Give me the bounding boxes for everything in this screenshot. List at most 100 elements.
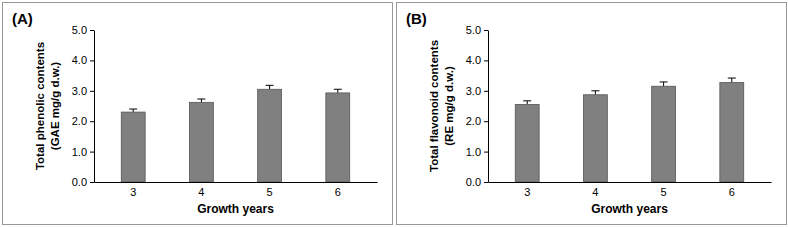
y-axis-title: Total phenolic contents: [34, 42, 46, 170]
y-axis-line: [94, 31, 95, 183]
x-tick: 6: [335, 182, 341, 198]
y-tick-label: 5.0: [72, 24, 87, 36]
error-bar: [129, 109, 137, 112]
x-tick-label: 4: [198, 186, 204, 198]
x-axis-line: [95, 182, 378, 183]
y-tick-mark: [90, 121, 94, 122]
plot-area: [515, 78, 743, 182]
y-tick: 3.0: [72, 85, 94, 97]
y-axis-title: (RE mg/g d.w.): [443, 66, 455, 146]
panel-border: [397, 3, 787, 225]
error-bar: [591, 91, 599, 95]
y-tick-label: 5.0: [466, 24, 481, 36]
x-tick-label: 5: [661, 186, 667, 198]
y-tick-mark: [90, 91, 94, 92]
y-tick: 4.0: [466, 54, 488, 66]
error-cap: [197, 99, 205, 100]
x-tick: 3: [130, 182, 136, 198]
error-bar: [523, 101, 531, 105]
y-tick: 5.0: [466, 24, 488, 36]
error-bar: [334, 89, 342, 93]
x-tick: 4: [198, 182, 204, 198]
y-tick-label: 4.0: [72, 54, 87, 66]
y-tick-mark: [90, 182, 94, 183]
error-stem: [663, 82, 664, 86]
bar: [326, 93, 350, 182]
y-tick-label: 0.0: [72, 176, 87, 188]
plot-area: [121, 85, 349, 182]
bar: [652, 86, 676, 182]
y-axis: 0.0 1.0 2.0 3.0 4.0 5.0: [466, 24, 489, 188]
y-tick: 0.0: [72, 176, 94, 188]
error-stem: [731, 78, 732, 83]
panel-label: (A): [12, 10, 33, 27]
y-tick-label: 1.0: [466, 146, 481, 158]
x-tick: 6: [729, 182, 735, 198]
y-tick: 4.0: [72, 54, 94, 66]
panel: (B) 0.0 1.0 2.0 3.0 4.0 5.0 3 4 5 6 Growth years Tot…: [397, 3, 787, 225]
y-tick-mark: [90, 60, 94, 61]
x-tick: 4: [592, 182, 598, 198]
y-tick: 5.0: [72, 24, 94, 36]
x-axis: 3 4 5 6: [489, 182, 772, 198]
error-bar: [266, 85, 274, 89]
y-tick-mark: [484, 91, 488, 92]
error-bar: [197, 99, 205, 102]
y-tick-mark: [484, 182, 488, 183]
error-cap: [334, 89, 342, 90]
y-tick-mark: [90, 30, 94, 31]
x-axis-title: Growth years: [591, 202, 668, 216]
y-axis: 0.0 1.0 2.0 3.0 4.0 5.0: [72, 24, 95, 188]
y-tick-mark: [90, 152, 94, 153]
y-tick: 2.0: [466, 115, 488, 127]
panel-label: (B): [406, 10, 427, 27]
figure: (A) 0.0 1.0 2.0 3.0 4.0 5.0 3 4 5 6 Growth years Tot…: [0, 0, 788, 227]
panel-border: [3, 3, 393, 225]
error-cap: [728, 78, 736, 79]
bar: [121, 112, 145, 182]
x-tick-label: 3: [130, 186, 136, 198]
error-stem: [595, 91, 596, 95]
y-tick-label: 2.0: [466, 115, 481, 127]
x-tick-label: 6: [335, 186, 341, 198]
y-tick-label: 4.0: [466, 54, 481, 66]
y-axis-title: Total flavonoid contents: [428, 40, 440, 172]
x-tick-label: 3: [524, 186, 530, 198]
y-tick: 3.0: [466, 85, 488, 97]
error-stem: [337, 89, 338, 93]
x-tick: 5: [661, 182, 667, 198]
y-tick-label: 3.0: [466, 85, 481, 97]
x-tick: 5: [267, 182, 273, 198]
y-tick-label: 0.0: [466, 176, 481, 188]
error-stem: [269, 85, 270, 89]
x-axis-line: [489, 182, 772, 183]
error-stem: [527, 101, 528, 105]
panel: (A)0.01.02.03.04.05.03456Growth yearsTot…: [3, 3, 393, 225]
y-tick-label: 1.0: [72, 146, 87, 158]
error-cap: [523, 100, 531, 101]
error-bar: [660, 82, 668, 86]
bar: [189, 102, 213, 182]
y-tick-mark: [484, 121, 488, 122]
error-bar: [728, 78, 736, 83]
y-tick: 2.0: [72, 115, 94, 127]
x-tick-label: 6: [729, 186, 735, 198]
y-tick: 0.0: [466, 176, 488, 188]
y-tick-mark: [484, 152, 488, 153]
error-cap: [129, 109, 137, 110]
y-axis-title: (GAE mg/g d.w.): [49, 62, 61, 151]
x-tick: 3: [524, 182, 530, 198]
error-cap: [266, 85, 274, 86]
y-tick-label: 2.0: [72, 115, 87, 127]
bar: [258, 89, 282, 182]
y-tick: 1.0: [72, 146, 94, 158]
y-tick-mark: [484, 60, 488, 61]
x-tick-label: 4: [592, 186, 598, 198]
error-cap: [591, 90, 599, 91]
x-tick-label: 5: [267, 186, 273, 198]
y-axis-line: [488, 31, 489, 183]
error-stem: [201, 99, 202, 102]
x-axis: 3 4 5 6: [95, 182, 378, 198]
y-tick-mark: [484, 30, 488, 31]
error-cap: [660, 81, 668, 82]
